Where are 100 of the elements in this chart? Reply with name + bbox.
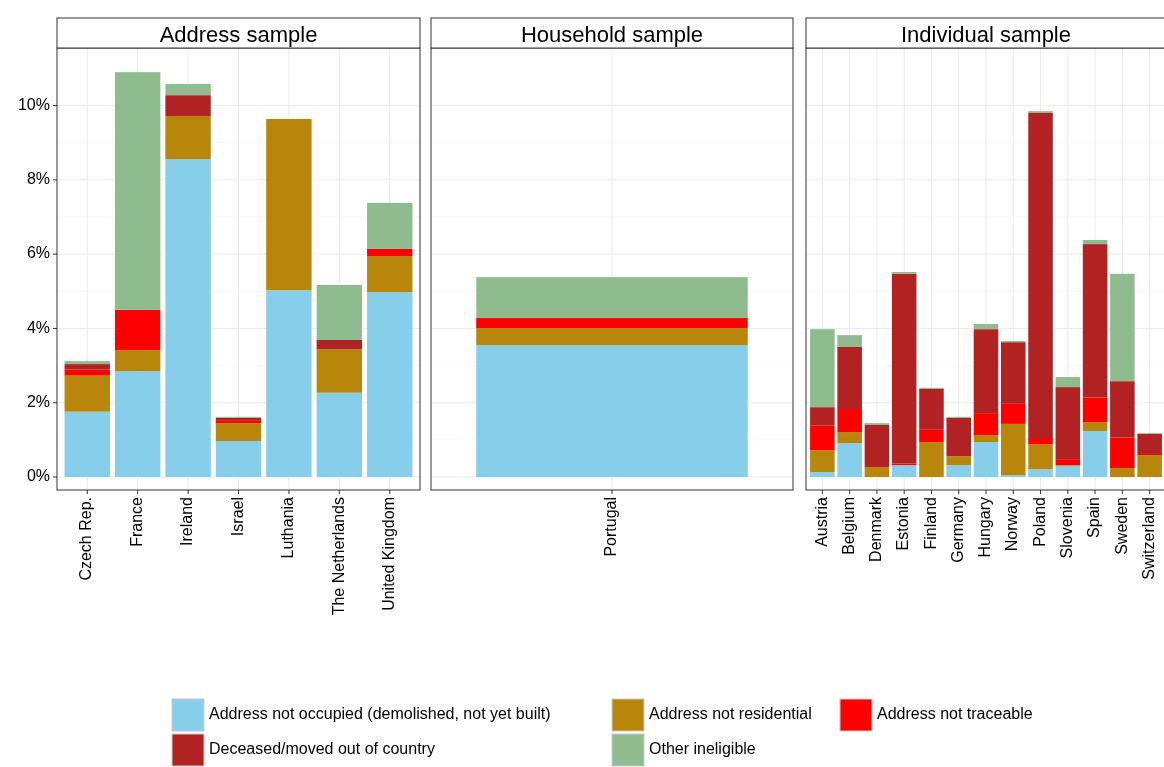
x-tick-label: Belgium (839, 497, 857, 555)
x-tick-label: Norway (1003, 497, 1021, 552)
bar (215, 423, 262, 441)
legend-label: Address not residential (649, 705, 812, 723)
bar (837, 409, 862, 433)
bar (946, 465, 971, 477)
x-tick-label: Sweden (1112, 497, 1130, 555)
bar (919, 388, 944, 430)
bar (64, 364, 110, 370)
bar (946, 417, 971, 457)
bar (114, 349, 161, 372)
x-tick-label: Czech Rep. (77, 497, 95, 581)
chart-title: Address sample (159, 21, 318, 47)
bar (919, 429, 944, 443)
legend-label: Other ineligible (649, 740, 756, 758)
bar (810, 329, 835, 408)
x-tick-label: Portugal (602, 497, 620, 557)
bar (973, 413, 999, 436)
legend-label: Deceased/moved out of country (209, 740, 435, 758)
bar (973, 329, 999, 414)
y-tick-label: 4% (26, 318, 50, 336)
bar (165, 159, 211, 477)
bar (1055, 387, 1081, 460)
bar (810, 472, 835, 477)
bar (316, 339, 363, 350)
bar (1082, 397, 1108, 423)
x-tick-label: Luthania (279, 496, 297, 559)
bar (810, 407, 835, 426)
y-tick-label: 6% (26, 244, 50, 262)
x-tick-label: The Netherlands (329, 497, 347, 616)
bar (864, 425, 890, 467)
bar (476, 345, 748, 477)
bar (114, 309, 161, 350)
bar (165, 84, 211, 96)
bar (837, 432, 862, 444)
bar (266, 118, 312, 291)
bar (64, 375, 110, 412)
bar (864, 466, 890, 477)
legend-label: Address not traceable (877, 705, 1033, 723)
bar (476, 318, 748, 329)
chart-title: Individual sample (901, 21, 1071, 47)
x-tick-label: Denmark (867, 496, 885, 562)
bar (114, 371, 161, 477)
y-tick-label: 10% (17, 95, 50, 113)
x-tick-label: Switzerland (1139, 497, 1157, 580)
bar (1055, 465, 1081, 477)
bar (64, 361, 110, 365)
bar (1001, 342, 1026, 404)
bar (837, 443, 862, 477)
bar (367, 202, 413, 249)
bar (1082, 430, 1108, 477)
bar (973, 435, 999, 443)
legend-label: Address not occupied (demolished, not yet built) (209, 705, 551, 723)
bar (1028, 444, 1053, 470)
x-tick-label: Estonia (894, 496, 912, 551)
bar (1110, 273, 1135, 382)
bar (1055, 459, 1081, 466)
x-tick-label: Austria (812, 496, 830, 547)
chart-title: Household sample (520, 21, 704, 47)
x-tick-label: Ireland (178, 497, 196, 546)
x-tick-label: Hungary (976, 497, 994, 558)
bar (837, 335, 862, 347)
bar (973, 323, 999, 330)
x-tick-label: United Kingdom (379, 497, 397, 611)
x-tick-label: Spain (1085, 497, 1103, 538)
bar (1001, 423, 1026, 476)
bar (316, 392, 363, 477)
bar (1001, 403, 1026, 424)
bar (1082, 244, 1108, 398)
bar (946, 456, 971, 466)
x-tick-label: Germany (948, 497, 966, 563)
bar (1110, 381, 1135, 438)
bar (1137, 455, 1162, 477)
bar (973, 442, 999, 477)
x-tick-label: France (127, 496, 145, 547)
bar (1082, 422, 1108, 431)
bar (316, 284, 363, 340)
x-tick-label: Israel (228, 497, 246, 537)
bar (891, 273, 917, 464)
x-tick-label: Poland (1030, 497, 1048, 547)
x-tick-label: Finland (921, 497, 939, 550)
bar (1028, 469, 1053, 477)
bar (367, 256, 413, 293)
y-tick-label: 2% (26, 392, 50, 410)
bar (1137, 433, 1162, 454)
bar (476, 277, 748, 319)
bar (64, 369, 110, 376)
bar (1055, 377, 1081, 388)
y-tick-label: 8% (26, 170, 50, 188)
bar (367, 248, 413, 256)
bar (367, 292, 413, 477)
bar (316, 349, 363, 393)
bar (1028, 113, 1053, 438)
y-tick-label: 0% (26, 467, 50, 485)
bar (165, 95, 211, 116)
bar (1082, 240, 1108, 245)
bar (114, 72, 161, 310)
bar (837, 347, 862, 410)
bar (266, 290, 312, 477)
bar (1110, 437, 1135, 469)
